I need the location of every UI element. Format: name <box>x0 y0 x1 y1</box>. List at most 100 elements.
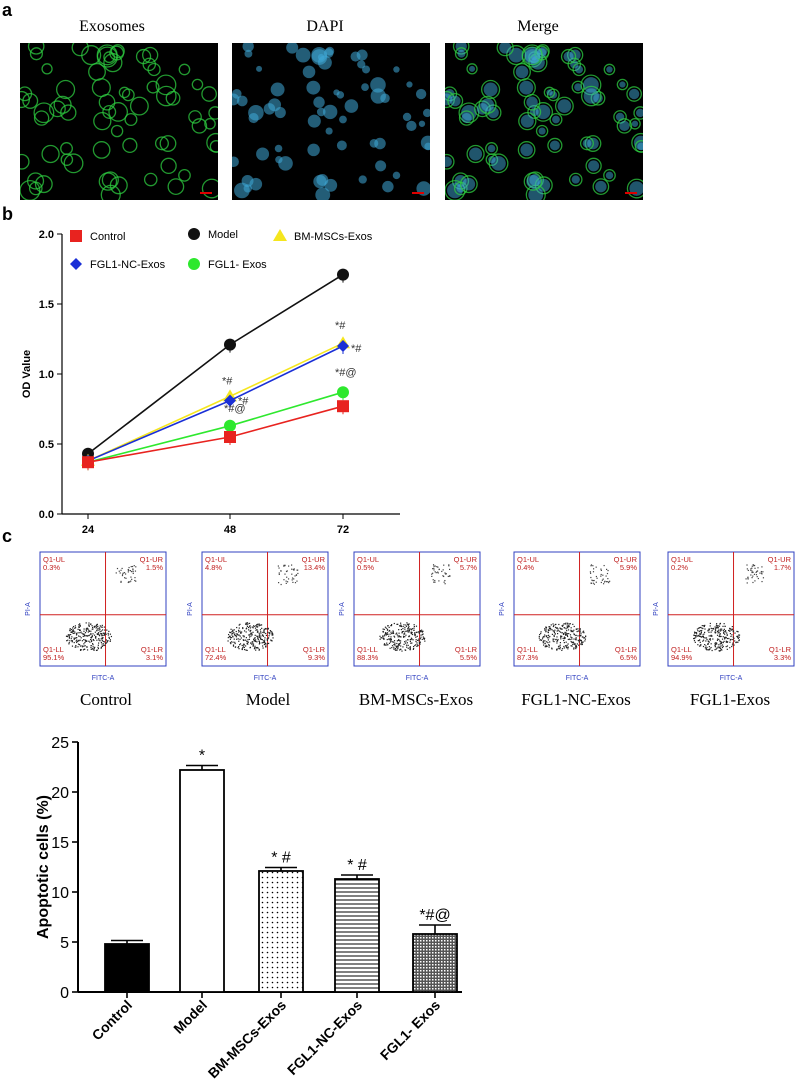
exosome-signal <box>580 85 602 107</box>
exosome-signal <box>488 153 509 174</box>
nucleus <box>461 112 472 124</box>
nucleus <box>469 147 483 161</box>
quadrant-label: 0.2% <box>671 563 688 572</box>
plot-frame <box>39 551 167 667</box>
nucleus <box>499 43 512 54</box>
scale-bar <box>625 192 637 194</box>
nucleus <box>306 80 321 95</box>
nucleus <box>583 88 599 104</box>
quadrant-label: 6.5% <box>620 653 637 662</box>
exosome-signal <box>109 45 125 61</box>
nucleus <box>256 65 263 72</box>
quadrant-label: Q1-LL <box>517 645 538 654</box>
quadrant-label: 87.3% <box>517 653 539 662</box>
exosome-signal <box>603 169 616 182</box>
exosome-signal <box>554 96 574 116</box>
exosome-signal <box>155 85 177 107</box>
quadrant-label: Q1-UL <box>357 555 379 564</box>
y-tick-label: 20 <box>51 785 69 802</box>
nucleus <box>274 144 283 153</box>
y-tick-label: 10 <box>51 885 69 902</box>
quadrant-label: Q1-LR <box>303 645 326 654</box>
exosome-signal <box>543 86 556 99</box>
merge-micrograph <box>445 43 643 200</box>
quadrant-label: Q1-UL <box>671 555 693 564</box>
quadrant-label: 9.3% <box>308 653 325 662</box>
exosome-signal <box>102 105 117 119</box>
x-axis-label: FITC-A <box>566 675 589 682</box>
exosome-signal <box>142 57 157 72</box>
nucleus <box>268 98 282 112</box>
exosome-signal <box>98 93 116 111</box>
exosome-signal <box>521 44 543 66</box>
nucleus <box>574 83 582 91</box>
exosome-signal <box>518 111 537 131</box>
exosome-signal <box>27 43 45 55</box>
significance-label: *#@ <box>224 403 246 415</box>
exosome-signal <box>445 179 466 200</box>
exosome-signal <box>63 153 84 174</box>
exosome-signal <box>20 179 41 200</box>
exosome-signal <box>209 140 218 153</box>
event-cloud <box>65 565 137 652</box>
quadrant-label: 5.9% <box>620 563 637 572</box>
exosome-signal <box>103 53 123 73</box>
nucleus <box>519 80 534 95</box>
quadrant-label: Q1-UL <box>205 555 227 564</box>
significance-label: *# <box>335 320 346 332</box>
exosome-signal <box>445 153 455 170</box>
nucleus <box>295 47 311 63</box>
bar-4 <box>412 933 458 993</box>
nucleus <box>628 88 640 100</box>
nucleus <box>457 49 466 58</box>
nucleus <box>249 177 263 191</box>
significance-label: * <box>199 748 205 765</box>
x-axis-label: FITC-A <box>406 675 429 682</box>
nucleus <box>350 51 361 62</box>
exosome-signal <box>154 136 169 151</box>
exosome-signal <box>188 110 202 124</box>
nucleus <box>358 175 367 184</box>
nucleus <box>302 65 316 79</box>
significance-label: *# <box>351 343 362 355</box>
x-tick-label: Model <box>170 997 210 1037</box>
plot-frame <box>201 551 329 667</box>
exosome-signal <box>613 110 627 124</box>
quadrant-label: Q1-UL <box>43 555 65 564</box>
exosome-signal <box>49 100 66 118</box>
panel-a-label: a <box>2 0 13 20</box>
series-marker <box>224 419 236 432</box>
nucleus <box>508 47 524 63</box>
x-axis-label: FITC-A <box>254 675 277 682</box>
series-marker <box>188 258 200 270</box>
nucleus <box>415 88 427 100</box>
nucleus <box>619 120 630 132</box>
exosome-signal <box>592 178 610 195</box>
x-tick-label: 72 <box>337 524 349 536</box>
y-tick-label: 2.0 <box>39 229 54 241</box>
quadrant-label: Q1-LR <box>615 645 638 654</box>
nucleus <box>336 140 347 151</box>
dapi-title: DAPI <box>306 18 344 35</box>
series-marker <box>337 340 349 352</box>
nucleus <box>546 89 553 96</box>
nucleus <box>236 95 248 107</box>
exosome-signal <box>41 144 60 164</box>
exosome-signal <box>129 96 149 116</box>
quadrant-label: 0.3% <box>43 563 60 572</box>
nucleus <box>515 65 529 79</box>
exosome-signal <box>155 74 177 96</box>
exosome-signal <box>124 112 138 127</box>
nucleus <box>520 143 533 157</box>
nucleus <box>575 65 584 74</box>
x-tick-label: 24 <box>82 524 95 536</box>
exosome-signal <box>459 175 478 194</box>
nucleus <box>588 160 600 172</box>
nucleus <box>361 83 369 91</box>
exosome-signal <box>466 63 478 75</box>
nucleus <box>322 104 338 120</box>
nucleus <box>481 98 495 112</box>
y-axis-label: PI-A <box>25 602 32 616</box>
nucleus <box>549 140 560 151</box>
